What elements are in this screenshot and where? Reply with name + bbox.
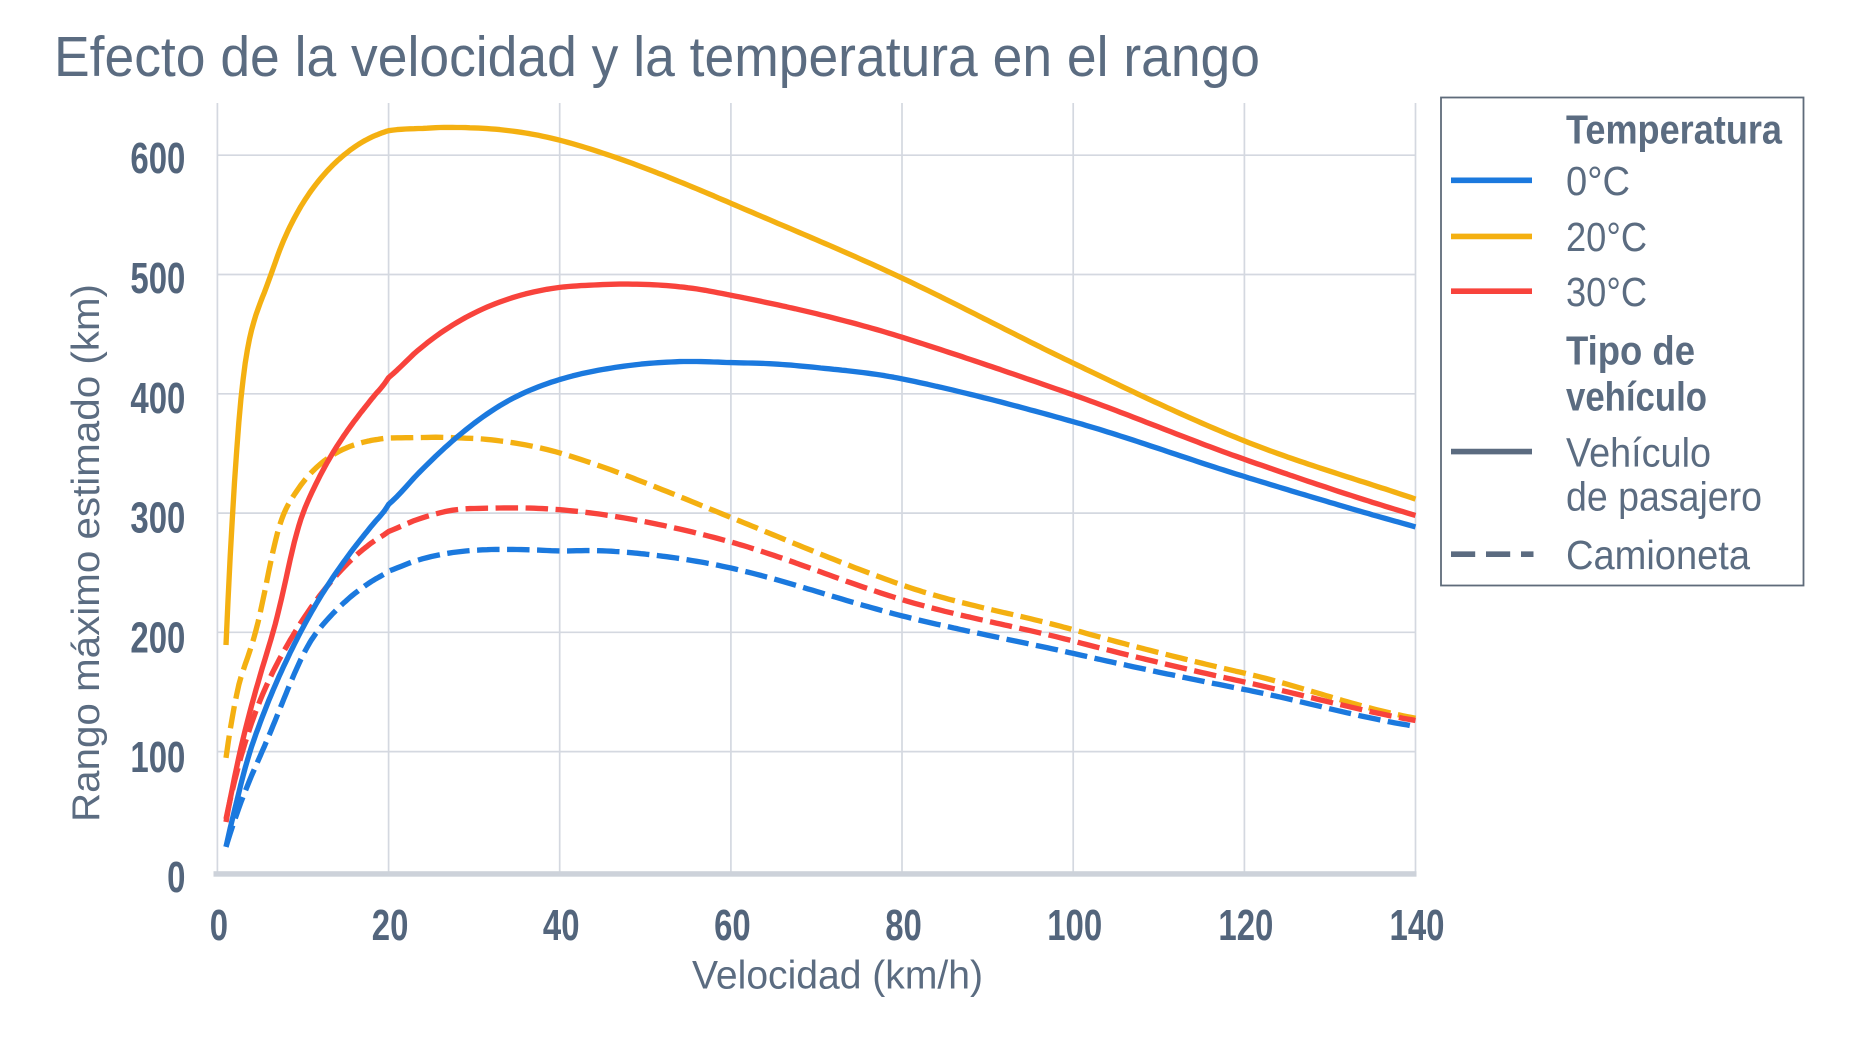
svg-text:Efecto de la velocidad y la te: Efecto de la velocidad y la temperatura … xyxy=(54,25,1260,88)
svg-text:20°C: 20°C xyxy=(1566,214,1647,260)
svg-text:Camioneta: Camioneta xyxy=(1566,532,1750,578)
svg-text:60: 60 xyxy=(714,901,751,950)
svg-text:0: 0 xyxy=(167,853,185,902)
svg-text:0: 0 xyxy=(210,901,228,950)
svg-text:600: 600 xyxy=(130,134,185,183)
svg-text:120: 120 xyxy=(1218,901,1273,950)
svg-text:80: 80 xyxy=(885,901,922,950)
svg-text:100: 100 xyxy=(130,733,185,782)
svg-text:0°C: 0°C xyxy=(1566,158,1630,204)
svg-text:Tipo de: Tipo de xyxy=(1566,327,1695,373)
svg-text:400: 400 xyxy=(130,374,185,423)
svg-text:200: 200 xyxy=(130,613,185,662)
svg-text:Rango máximo estimado (km): Rango máximo estimado (km) xyxy=(65,284,108,822)
svg-text:140: 140 xyxy=(1390,901,1445,950)
svg-text:Vehículo: Vehículo xyxy=(1566,429,1711,475)
svg-text:de pasajero: de pasajero xyxy=(1566,474,1762,520)
svg-text:Velocidad (km/h): Velocidad (km/h) xyxy=(692,954,983,998)
svg-text:20: 20 xyxy=(372,901,409,950)
svg-text:30°C: 30°C xyxy=(1566,269,1647,315)
svg-text:Temperatura: Temperatura xyxy=(1566,106,1782,152)
svg-text:40: 40 xyxy=(543,901,580,950)
svg-text:300: 300 xyxy=(130,494,185,543)
svg-text:500: 500 xyxy=(130,254,185,303)
svg-text:100: 100 xyxy=(1047,901,1102,950)
svg-text:vehículo: vehículo xyxy=(1566,374,1707,420)
